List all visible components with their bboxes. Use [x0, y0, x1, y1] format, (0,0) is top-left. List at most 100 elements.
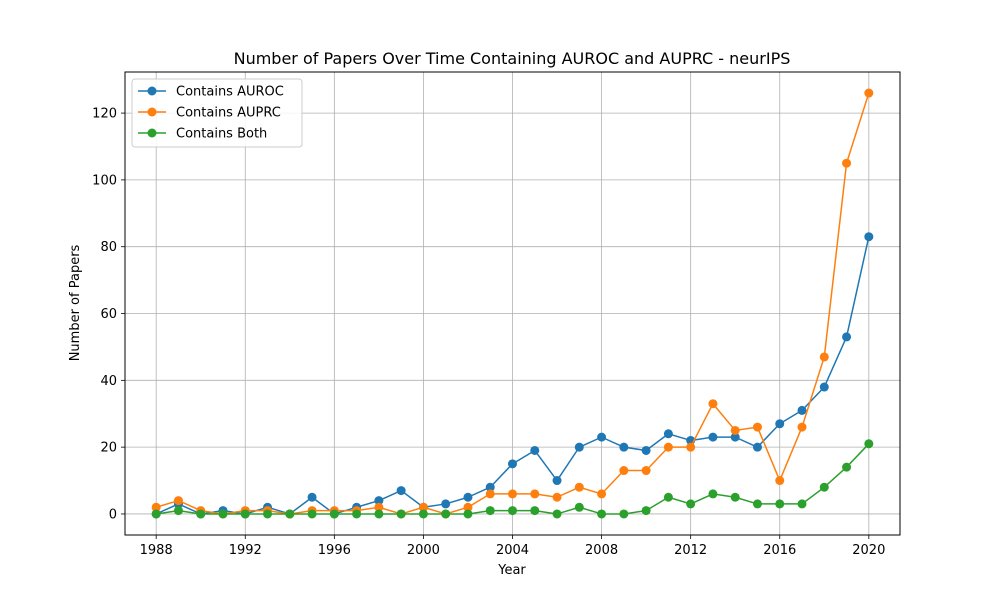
data-point — [752, 442, 762, 452]
data-point — [663, 429, 673, 439]
y-tick-label: 80 — [100, 240, 117, 255]
data-point — [396, 486, 406, 496]
data-point — [752, 499, 762, 509]
data-point — [864, 88, 874, 98]
legend-item: Contains Both — [138, 127, 267, 142]
legend-item: Contains AUROC — [138, 85, 284, 100]
data-point — [552, 509, 562, 519]
data-point — [619, 509, 629, 519]
y-tick-label: 40 — [100, 374, 117, 389]
data-point — [196, 509, 206, 519]
data-point — [842, 158, 852, 168]
data-point — [552, 492, 562, 502]
data-point — [463, 492, 473, 502]
data-point — [418, 509, 428, 519]
legend-box — [131, 78, 303, 148]
data-point — [842, 332, 852, 342]
data-point — [797, 499, 807, 509]
x-axis-label: Year — [497, 563, 526, 578]
data-point — [374, 509, 384, 519]
data-point — [508, 506, 517, 516]
data-point — [641, 466, 651, 476]
data-point — [752, 422, 762, 432]
data-point — [329, 509, 339, 519]
data-point — [597, 432, 607, 442]
data-point — [686, 442, 696, 452]
data-point — [441, 509, 451, 519]
data-point — [463, 502, 473, 512]
data-point — [285, 509, 295, 519]
data-point — [619, 442, 629, 452]
data-point — [263, 509, 273, 519]
data-point — [485, 489, 495, 499]
data-point — [775, 419, 785, 429]
data-point — [819, 382, 829, 392]
chart-title: Number of Papers Over Time Containing AU… — [234, 49, 791, 68]
data-point — [396, 509, 406, 519]
x-tick-label: 1988 — [140, 543, 173, 558]
legend-marker — [147, 86, 157, 96]
x-tick-label: 2004 — [496, 543, 529, 558]
x-tick-label: 2008 — [585, 543, 618, 558]
data-point — [708, 489, 718, 499]
data-point — [864, 232, 874, 242]
data-point — [374, 502, 384, 512]
data-point — [597, 489, 607, 499]
data-point — [151, 502, 161, 512]
data-point — [352, 509, 362, 519]
y-axis-label: Number of Papers — [68, 244, 83, 361]
data-point — [775, 476, 785, 486]
data-point — [819, 482, 829, 492]
x-tick-label: 2020 — [852, 543, 885, 558]
ticks: 1988 1992 1996 2000 2004 2008 2012 2016 2020 0 20 4… — [92, 107, 885, 558]
data-point — [218, 509, 228, 519]
data-point — [641, 445, 651, 455]
data-point — [307, 492, 317, 502]
data-point — [663, 492, 673, 502]
data-point — [708, 432, 718, 442]
x-tick-label: 1996 — [318, 543, 351, 558]
legend-label: Contains AUROC — [176, 85, 284, 100]
y-tick-label: 120 — [92, 107, 117, 122]
y-tick-label: 60 — [100, 307, 117, 322]
data-point — [574, 482, 584, 492]
data-point — [508, 459, 517, 469]
data-point — [151, 509, 161, 519]
data-point — [173, 506, 183, 516]
series-3 — [151, 439, 874, 519]
data-point — [842, 462, 852, 472]
data-point — [730, 492, 740, 502]
data-point — [619, 466, 629, 476]
data-point — [441, 499, 451, 509]
data-point — [485, 506, 495, 516]
x-tick-label: 2000 — [407, 543, 440, 558]
data-point — [597, 509, 607, 519]
data-point — [730, 432, 740, 442]
y-tick-label: 20 — [100, 441, 117, 456]
y-tick-label: 0 — [109, 507, 117, 522]
data-point — [508, 489, 517, 499]
data-point — [730, 425, 740, 435]
data-point — [530, 489, 540, 499]
data-point — [418, 502, 428, 512]
data-point — [485, 482, 495, 492]
legend-item: Contains AUPRC — [138, 106, 281, 121]
data-point — [819, 352, 829, 362]
data-point — [574, 502, 584, 512]
data-point — [374, 496, 384, 506]
series-layer — [151, 88, 874, 519]
data-point — [775, 499, 785, 509]
data-point — [530, 506, 540, 516]
data-point — [663, 442, 673, 452]
x-tick-label: 2012 — [674, 543, 707, 558]
data-point — [240, 509, 250, 519]
data-point — [530, 445, 540, 455]
data-point — [797, 405, 807, 415]
y-tick-label: 100 — [92, 173, 117, 188]
data-point — [173, 496, 183, 506]
data-point — [641, 506, 651, 516]
data-point — [552, 476, 562, 486]
legend-label: Contains Both — [176, 127, 267, 142]
data-point — [864, 439, 874, 449]
